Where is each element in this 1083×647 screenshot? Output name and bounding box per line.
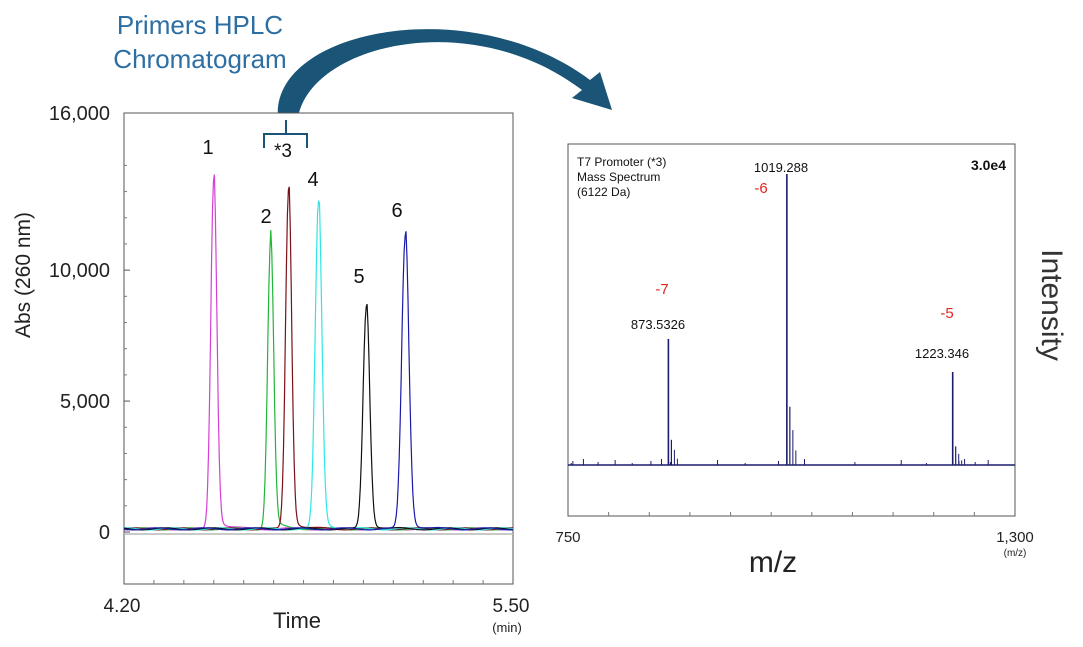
ms-x-unit: (m/z) xyxy=(1004,548,1027,559)
ms-x-axis-title: m/z xyxy=(749,546,797,579)
callout-title-line2: Chromatogram xyxy=(113,44,287,74)
ms-plot-frame xyxy=(567,143,1016,517)
ms-title-line: (6122 Da) xyxy=(577,185,630,199)
hplc-peak-label: 2 xyxy=(260,206,271,228)
hplc-y-tick-label: 16,000 xyxy=(49,103,110,125)
ms-title-line: Mass Spectrum xyxy=(577,170,660,184)
hplc-x-axis-title: Time xyxy=(273,608,321,633)
ms-title-line: T7 Promoter (*3) xyxy=(577,155,666,169)
hplc-y-tick-label: 5,000 xyxy=(60,391,110,413)
hplc-x-unit: (min) xyxy=(492,620,522,635)
hplc-plot-frame xyxy=(123,112,514,585)
callout-arrow xyxy=(277,29,612,118)
hplc-trace-6 xyxy=(124,231,513,531)
ms-y-axis-title: Intensity xyxy=(1035,249,1068,361)
hplc-peak-label: 6 xyxy=(391,200,402,222)
ms-scale-label: 3.0e4 xyxy=(971,157,1006,173)
ms-charge-label: -5 xyxy=(940,305,953,322)
ms-charge-label: -6 xyxy=(754,180,767,197)
hplc-y-tick-label: 0 xyxy=(99,522,110,544)
hplc-peak-label: 5 xyxy=(353,266,364,288)
hplc-peak-label: 1 xyxy=(202,137,213,159)
ms-traces xyxy=(568,174,1015,466)
ms-peak-label: 873.5326 xyxy=(631,317,685,332)
hplc-x-tick-label: 5.50 xyxy=(493,596,530,617)
hplc-traces xyxy=(124,174,513,535)
hplc-y-axis-title: Abs (260 nm) xyxy=(12,212,35,338)
hplc-trace-3 xyxy=(124,186,513,531)
hplc-x-tick-label: 4.20 xyxy=(104,596,141,617)
hplc-callout-title: Primers HPLC Chromatogram xyxy=(90,8,310,76)
hplc-peak-label: 4 xyxy=(307,169,318,191)
ms-x-tick-label: 1,300 xyxy=(996,529,1034,546)
hplc-bracket-label: *3 xyxy=(274,141,292,162)
callout-title-line1: Primers HPLC xyxy=(116,10,284,40)
ms-charge-label: -7 xyxy=(655,281,668,298)
ms-peak-label: 1019.288 xyxy=(754,160,808,175)
ms-peak-label: 1223.346 xyxy=(915,346,969,361)
ms-x-tick-label: 750 xyxy=(555,529,580,546)
hplc-y-tick-label: 10,000 xyxy=(49,260,110,282)
